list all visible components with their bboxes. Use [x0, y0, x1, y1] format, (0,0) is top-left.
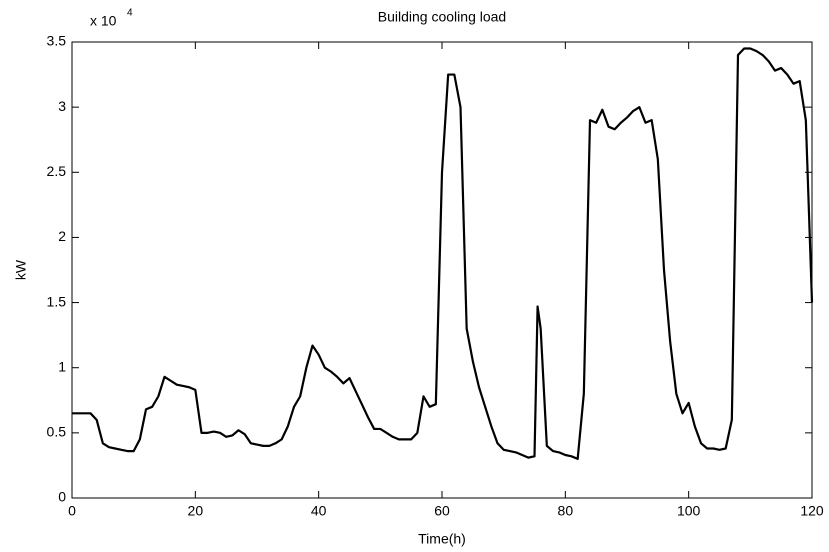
x-tick-label: 20: [188, 503, 204, 519]
y-tick-label: 0: [58, 489, 66, 505]
data-line: [72, 47, 814, 461]
y-tick-label: 1.5: [47, 293, 67, 309]
y-tick-label: 0.5: [47, 424, 67, 440]
y-axis-label: kW: [13, 259, 29, 280]
x-tick-label: 40: [311, 503, 327, 519]
y-tick-label: 1: [58, 358, 66, 374]
y-tick-label: 2: [58, 228, 66, 244]
y-tick-label: 3.5: [47, 33, 67, 49]
x-tick-label: 80: [558, 503, 574, 519]
y-multiplier-exponent: 4: [127, 8, 133, 19]
x-axis-label: Time(h): [418, 531, 466, 547]
y-tick-label: 3: [58, 98, 66, 114]
y-multiplier: x 10: [90, 13, 117, 29]
x-tick-label: 60: [434, 503, 450, 519]
plot-area: [71, 41, 813, 499]
chart-title: Building cooling load: [378, 9, 506, 25]
y-tick-label: 2.5: [47, 163, 67, 179]
x-tick-label: 100: [677, 503, 701, 519]
x-tick-label: 0: [68, 503, 76, 519]
x-tick-label: 120: [800, 503, 824, 519]
